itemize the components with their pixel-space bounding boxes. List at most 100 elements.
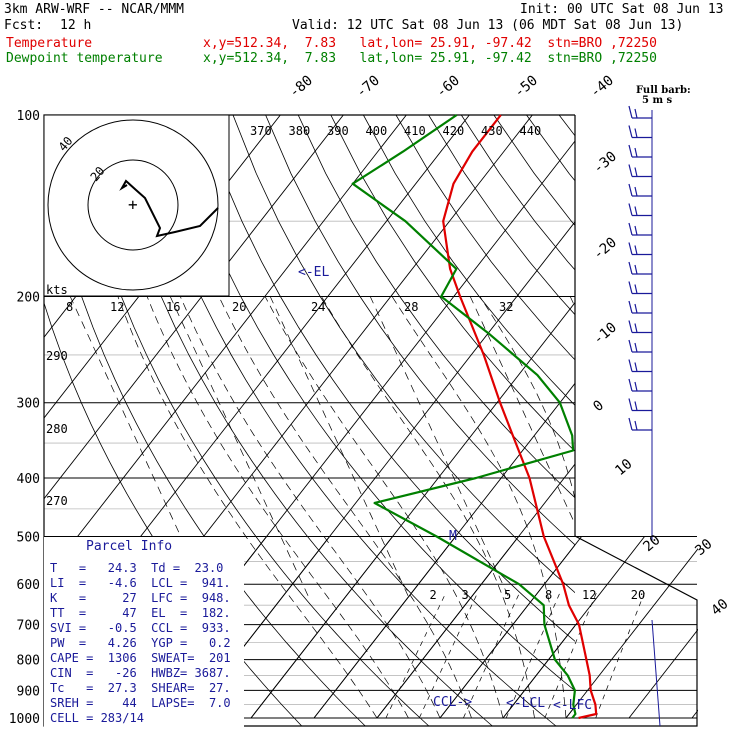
isotherm-lo-20 [565, 548, 698, 719]
dry-adiabat-390 [460, 115, 575, 271]
barb-flag [628, 339, 633, 353]
wind-barb [628, 105, 652, 119]
barb-flag [628, 183, 633, 197]
barb-flag [634, 284, 638, 294]
parcel-info-row: T = 24.3 Td = 23.0 [50, 561, 224, 575]
isotherm-30 [629, 115, 740, 718]
isotherm--20 [313, 382, 575, 719]
isotherm-label--70: -70 [353, 73, 383, 102]
parcel-info-row: CAPE = 1306 SWEAT= 201 [50, 651, 231, 665]
barb-flag [634, 147, 638, 158]
speed-guide-5 [569, 295, 575, 308]
mixing-ratio-20 [595, 592, 645, 719]
mixing-ratio-label-20: 20 [631, 588, 645, 602]
mixing-ratio-2 [385, 592, 447, 719]
barb-flag [634, 323, 638, 333]
dry-adiabat-270 [69, 115, 430, 726]
forecast-value: 12 h [60, 18, 92, 33]
moist-adiabat-0 [179, 296, 441, 719]
dewpoint-legend-label: Dewpoint temperature [6, 51, 163, 66]
dry-adiabat-290 [134, 115, 557, 726]
speed-tick-28: 28 [404, 300, 418, 314]
parcel-info-row: TT = 47 EL = 182. [50, 606, 231, 620]
hodograph-units: kts [46, 283, 68, 297]
isotherm--80 [44, 115, 407, 581]
wind-barb [628, 222, 652, 236]
wind-barb [628, 125, 652, 139]
wind-barb [628, 300, 652, 314]
mixing-ratio-3 [418, 592, 478, 719]
isotherm-label--50: -50 [511, 73, 541, 102]
barb-flag [628, 203, 633, 216]
barb-flag [628, 359, 633, 372]
temperature-line [442, 114, 598, 720]
dry-adiabat-360 [363, 115, 575, 406]
parcel-info-row: SREH = 44 LAPSE= 7.0 [50, 696, 231, 710]
isotherm-label-30: 30 [692, 536, 715, 559]
speed-tick-12: 12 [110, 300, 124, 314]
moist-adiabat-10 [264, 296, 504, 719]
isobar-label-500: 500 [17, 530, 40, 545]
dry-adiabat-350 [330, 115, 575, 452]
barb-flag [628, 261, 633, 275]
isobar-label-1000: 1000 [9, 712, 40, 727]
dry-adiabat-280 [102, 115, 493, 726]
barb-flag [634, 264, 638, 275]
wind-barb [628, 281, 652, 295]
mixing-ratio-8 [505, 592, 561, 719]
theta-label-left-270: 270 [46, 494, 68, 508]
theta-label-440: 440 [520, 124, 542, 138]
barb-flag [634, 186, 638, 197]
wind-barb [628, 203, 652, 217]
moist-adiabat-30 [580, 297, 632, 719]
isotherm-label--30: -30 [590, 149, 620, 178]
barb-flag [628, 320, 633, 333]
model-title: 3km ARW-WRF -- NCAR/MMM [4, 2, 185, 17]
theta-label-400: 400 [366, 124, 388, 138]
barb-flag [634, 342, 638, 353]
dry-adiabat-320 [232, 115, 575, 594]
temperature-legend-info: x,y=512.34, 7.83 lat,lon= 25.91, -97.42 … [203, 36, 657, 51]
wind-barb [628, 359, 652, 373]
isobar-label-300: 300 [17, 397, 40, 412]
barb-flag [634, 420, 638, 431]
parcel-info-row: SVI = -0.5 CCL = 933. [50, 621, 231, 635]
sounding-lines [351, 114, 598, 720]
barb-flag [634, 225, 638, 236]
speed-tick-32: 32 [499, 300, 513, 314]
barb-flag [628, 144, 633, 158]
isotherm-0 [439, 544, 575, 719]
speed-guide-2 [269, 295, 411, 601]
parcel-info-row: Tc = 27.3 SHEAR= 27. [50, 681, 231, 695]
theta-label-left-280: 280 [46, 422, 68, 436]
moist-adiabat--5 [146, 296, 409, 719]
barb-flag [634, 206, 638, 216]
wind-barb [628, 164, 652, 178]
theta-label-left-290: 290 [46, 349, 68, 363]
speed-tick-8: 8 [66, 300, 73, 314]
barb-axis-lower [651, 619, 661, 727]
isotherm-label--40: -40 [587, 73, 617, 102]
moist-adiabat-40 [692, 297, 740, 719]
isotherm-lo-30 [628, 628, 698, 719]
hodograph-ring-0 [87, 159, 179, 251]
parcel-info-row: LI = -4.6 LCL = 941. [50, 576, 231, 590]
isobar-label-400: 400 [17, 472, 40, 487]
dry-adiabat-420 [558, 115, 575, 137]
theta-label-390: 390 [327, 124, 349, 138]
level-marker-ccl: CCL-> [433, 695, 472, 710]
dry-adiabat-440 [624, 115, 740, 731]
wind-barb [628, 183, 652, 197]
moist-adiabat-20 [391, 296, 567, 719]
isotherm-label--80: -80 [286, 73, 316, 102]
isobar-label-900: 900 [17, 684, 40, 699]
isotherm-lo-40 [691, 709, 698, 719]
dry-adiabat-400 [493, 115, 575, 227]
forecast-label: Fcst: [4, 18, 44, 33]
barb-flag [628, 281, 633, 294]
dry-adiabat-340 [297, 115, 575, 499]
dry-adiabat-310 [200, 115, 575, 642]
barb-flag [634, 303, 638, 314]
speed-tick-24: 24 [311, 300, 325, 314]
speed-guide-3 [369, 295, 511, 601]
